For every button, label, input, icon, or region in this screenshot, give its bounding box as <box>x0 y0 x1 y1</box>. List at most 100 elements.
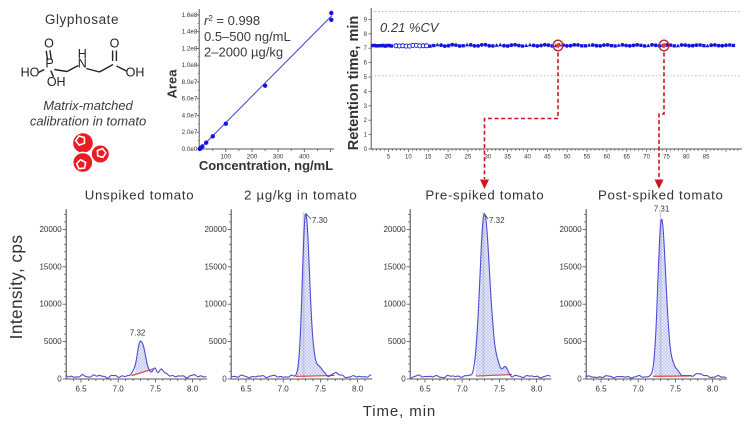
svg-text:2 µg/kg in tomato: 2 µg/kg in tomato <box>244 188 357 203</box>
svg-text:1.0e8: 1.0e8 <box>182 62 198 69</box>
svg-text:25: 25 <box>465 155 472 161</box>
svg-text:15: 15 <box>425 155 432 161</box>
svg-text:Intensity, cps: Intensity, cps <box>6 235 26 340</box>
svg-text:OH: OH <box>47 75 66 89</box>
svg-text:20000: 20000 <box>39 225 62 234</box>
svg-text:4.0e7: 4.0e7 <box>182 113 198 120</box>
svg-text:100: 100 <box>221 154 232 161</box>
svg-text:2.0e7: 2.0e7 <box>182 129 198 136</box>
svg-text:HO: HO <box>21 66 40 80</box>
svg-text:30: 30 <box>484 155 491 161</box>
svg-text:7.5: 7.5 <box>150 385 162 394</box>
svg-text:6.5: 6.5 <box>595 385 607 394</box>
svg-text:50: 50 <box>564 155 571 161</box>
svg-text:7.32: 7.32 <box>489 216 505 225</box>
svg-text:85: 85 <box>703 155 710 161</box>
svg-text:0: 0 <box>401 375 406 384</box>
svg-text:6.5: 6.5 <box>75 385 87 394</box>
svg-text:H: H <box>78 47 87 61</box>
svg-text:OH: OH <box>126 66 145 80</box>
svg-text:6: 6 <box>364 61 368 67</box>
svg-text:10: 10 <box>405 155 412 161</box>
svg-text:Pre-spiked tomato: Pre-spiked tomato <box>425 188 544 203</box>
svg-text:Time, min: Time, min <box>363 403 436 420</box>
svg-text:6.0e7: 6.0e7 <box>182 96 198 103</box>
svg-text:Concentration, ng/mL: Concentration, ng/mL <box>199 158 333 173</box>
svg-text:3: 3 <box>364 104 368 110</box>
svg-text:7.0: 7.0 <box>457 385 469 394</box>
svg-text:9: 9 <box>364 17 368 23</box>
svg-text:15000: 15000 <box>383 262 406 271</box>
svg-text:5000: 5000 <box>388 337 406 346</box>
svg-text:Unspiked tomato: Unspiked tomato <box>85 188 194 203</box>
svg-text:20: 20 <box>445 155 452 161</box>
svg-text:8.0: 8.0 <box>707 385 719 394</box>
svg-text:20000: 20000 <box>559 225 582 234</box>
svg-text:7.0: 7.0 <box>113 385 125 394</box>
svg-text:55: 55 <box>584 155 591 161</box>
svg-text:7: 7 <box>364 46 368 52</box>
svg-text:5000: 5000 <box>564 337 582 346</box>
svg-text:10000: 10000 <box>559 300 582 309</box>
svg-text:0: 0 <box>577 375 582 384</box>
svg-text:4: 4 <box>364 89 368 95</box>
svg-text:6.5: 6.5 <box>419 385 431 394</box>
svg-text:7.32: 7.32 <box>130 329 146 338</box>
svg-text:P: P <box>45 57 53 71</box>
svg-text:7.30: 7.30 <box>312 216 328 225</box>
svg-text:Glyphosate: Glyphosate <box>45 12 119 27</box>
svg-text:2: 2 <box>364 118 368 124</box>
svg-text:5: 5 <box>387 155 391 161</box>
svg-text:10000: 10000 <box>39 300 62 309</box>
svg-text:60: 60 <box>604 155 611 161</box>
svg-text:40: 40 <box>524 155 531 161</box>
svg-text:6.5: 6.5 <box>240 385 252 394</box>
svg-text:Area: Area <box>165 69 180 99</box>
svg-text:70: 70 <box>643 155 650 161</box>
svg-text:O: O <box>44 37 54 51</box>
svg-text:80: 80 <box>683 155 690 161</box>
svg-text:1: 1 <box>364 133 368 139</box>
svg-text:0: 0 <box>57 375 62 384</box>
svg-text:2–2000 µg/kg: 2–2000 µg/kg <box>204 45 283 60</box>
svg-text:8.0: 8.0 <box>187 385 199 394</box>
svg-text:0: 0 <box>364 147 368 153</box>
svg-text:7.31: 7.31 <box>654 205 670 214</box>
svg-text:5000: 5000 <box>44 337 62 346</box>
svg-text:0.0e0: 0.0e0 <box>182 146 198 153</box>
svg-text:10000: 10000 <box>204 300 227 309</box>
svg-text:Retention time, min: Retention time, min <box>346 16 362 151</box>
svg-text:8.0: 8.0 <box>352 385 364 394</box>
svg-text:7.5: 7.5 <box>670 385 682 394</box>
svg-text:1.4e8: 1.4e8 <box>182 29 198 36</box>
svg-text:0.21 %CV: 0.21 %CV <box>380 20 440 35</box>
svg-text:1.2e8: 1.2e8 <box>182 45 198 52</box>
svg-text:45: 45 <box>544 155 551 161</box>
svg-text:Matrix-matched: Matrix-matched <box>43 98 133 113</box>
svg-text:r2 = 0.998: r2 = 0.998 <box>204 13 260 28</box>
svg-text:75: 75 <box>663 155 670 161</box>
svg-text:7.5: 7.5 <box>315 385 327 394</box>
svg-text:O: O <box>110 37 120 51</box>
svg-text:5: 5 <box>364 75 368 81</box>
svg-text:7.0: 7.0 <box>278 385 290 394</box>
svg-text:0.5–500 ng/mL: 0.5–500 ng/mL <box>204 29 291 44</box>
svg-text:8: 8 <box>364 32 368 38</box>
svg-text:15000: 15000 <box>559 262 582 271</box>
svg-text:20000: 20000 <box>204 225 227 234</box>
svg-text:7.0: 7.0 <box>633 385 645 394</box>
svg-text:8.0: 8.0 <box>531 385 543 394</box>
svg-text:7.5: 7.5 <box>494 385 506 394</box>
svg-text:65: 65 <box>623 155 630 161</box>
svg-text:N: N <box>78 57 87 71</box>
svg-text:400: 400 <box>299 154 310 161</box>
svg-text:1.6e8: 1.6e8 <box>182 12 198 19</box>
svg-text:15000: 15000 <box>39 262 62 271</box>
svg-text:300: 300 <box>273 154 284 161</box>
svg-text:10000: 10000 <box>383 300 406 309</box>
svg-text:0: 0 <box>222 375 227 384</box>
svg-text:20000: 20000 <box>383 225 406 234</box>
svg-text:35: 35 <box>504 155 511 161</box>
svg-text:calibration in tomato: calibration in tomato <box>30 114 146 129</box>
svg-text:8.0e7: 8.0e7 <box>182 79 198 86</box>
